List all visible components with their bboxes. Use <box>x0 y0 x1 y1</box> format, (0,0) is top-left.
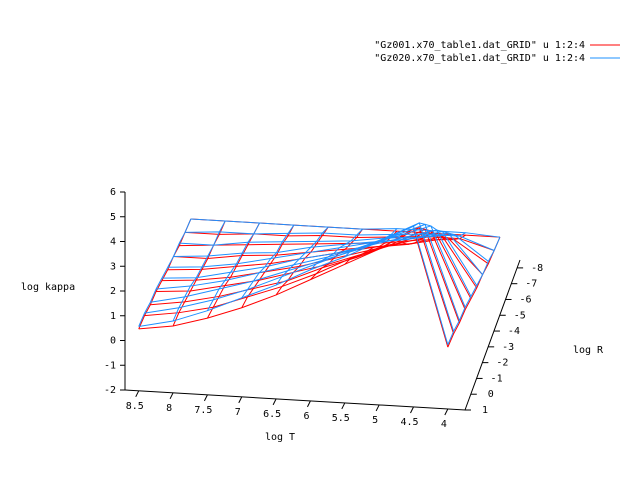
z-tick-label: 5 <box>110 212 116 223</box>
x-tick <box>135 390 140 398</box>
y-tick-label: 1 <box>482 405 488 416</box>
x-tick-label: 7.5 <box>194 405 212 416</box>
z-tick-label: -1 <box>104 360 116 371</box>
x-tick <box>238 396 243 404</box>
z-tick-label: 6 <box>110 187 116 198</box>
mesh-row <box>185 231 495 251</box>
z-tick-label: 4 <box>110 237 116 248</box>
y-tick-label: -3 <box>502 342 514 353</box>
z-tick-label: 2 <box>110 286 116 297</box>
x-tick-label: 8 <box>166 403 172 414</box>
y-tick-label: -6 <box>520 294 532 305</box>
y-tick-label: -5 <box>514 310 526 321</box>
mesh-row <box>167 230 478 286</box>
mesh-column <box>344 230 398 265</box>
mesh-column <box>447 236 501 345</box>
mesh-row <box>185 231 495 251</box>
y-axis-label: log R <box>573 345 604 356</box>
x-tick-label: 8.5 <box>126 401 144 412</box>
legend-label: "Gz001.x70_table1.dat_GRID" u 1:2:4 <box>374 40 585 51</box>
x-tick <box>341 402 346 410</box>
mesh-row <box>138 225 449 345</box>
legend-label: "Gz020.x70_table1.dat_GRID" u 1:2:4 <box>374 53 585 64</box>
mesh-row <box>144 222 455 332</box>
z-axis-label: log kappa <box>21 282 75 293</box>
mesh-column <box>378 232 432 250</box>
x-tick-label: 5 <box>372 415 378 426</box>
mesh-column <box>172 220 226 322</box>
y-tick-label: -1 <box>491 373 503 384</box>
y-tick-label: -4 <box>508 326 520 337</box>
x-tick-label: 4 <box>441 419 447 430</box>
mesh-column <box>378 230 432 243</box>
y-tick-label: -2 <box>496 358 508 369</box>
x-tick-label: 6 <box>303 411 309 422</box>
mesh-column <box>447 236 501 348</box>
z-tick-label: -2 <box>104 385 116 396</box>
z-tick-label: 0 <box>110 336 116 347</box>
x-tick <box>272 398 277 406</box>
mesh-column <box>138 218 192 327</box>
mesh-row <box>156 225 466 308</box>
x-tick <box>169 392 174 400</box>
mesh-column <box>275 226 329 296</box>
y-tick-label: -7 <box>525 279 537 290</box>
x-tick-label: 7 <box>235 407 241 418</box>
x-tick <box>375 404 380 412</box>
x-tick <box>410 406 414 414</box>
mesh-column <box>241 224 295 309</box>
z-tick-label: 1 <box>110 311 116 322</box>
mesh-column <box>206 222 260 311</box>
x-tick-label: 6.5 <box>263 409 281 420</box>
mesh-row <box>173 232 483 275</box>
mesh-column <box>138 218 192 330</box>
mesh-row <box>179 234 489 262</box>
mesh-column <box>344 228 398 258</box>
mesh-row <box>190 218 500 238</box>
x-tick-label: 4.5 <box>400 417 418 428</box>
x-tick <box>444 408 449 416</box>
x-tick <box>307 400 311 408</box>
mesh-column <box>275 226 329 286</box>
x-tick <box>203 394 208 402</box>
mesh-column <box>241 224 295 299</box>
z-tick-label: 3 <box>110 261 116 272</box>
x-axis-label: log T <box>265 432 295 443</box>
x-tick-label: 5.5 <box>332 413 350 424</box>
mesh-column <box>310 228 363 271</box>
y-tick-label: 0 <box>488 389 494 400</box>
mesh-row <box>150 223 460 321</box>
y-tick-label: -8 <box>531 263 543 274</box>
mesh-column <box>413 222 466 237</box>
